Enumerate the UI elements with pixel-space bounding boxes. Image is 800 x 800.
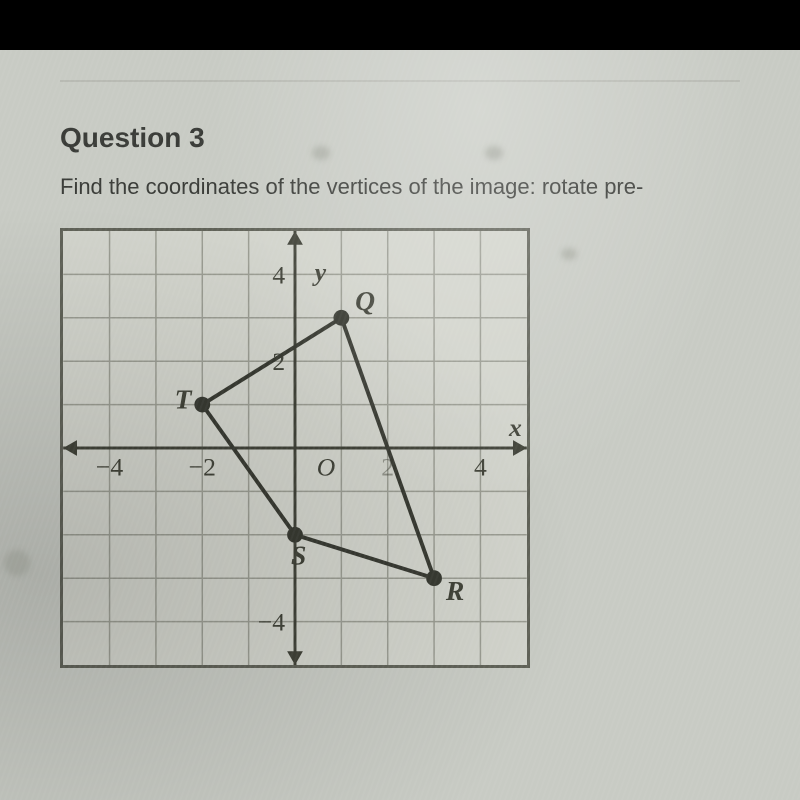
svg-text:4: 4 <box>272 260 285 289</box>
worksheet-page: Question 3 Find the coordinates of the v… <box>0 50 800 800</box>
svg-text:x: x <box>508 413 522 442</box>
top-black-bar <box>0 0 800 50</box>
coordinate-graph: −4−2442−42Oyx QRST <box>60 228 530 668</box>
graph-svg: −4−2442−42Oyx QRST <box>63 231 527 665</box>
svg-text:−4: −4 <box>96 453 123 482</box>
smudge-mark <box>485 146 503 160</box>
smudge-mark <box>561 248 577 260</box>
svg-text:O: O <box>317 453 336 482</box>
svg-text:y: y <box>312 257 327 286</box>
question-prompt: Find the coordinates of the vertices of … <box>60 174 800 200</box>
svg-text:Q: Q <box>355 285 375 316</box>
svg-text:−4: −4 <box>258 607 285 636</box>
svg-text:S: S <box>291 539 306 570</box>
svg-text:−2: −2 <box>189 453 216 482</box>
smudge-mark <box>4 550 30 576</box>
svg-text:R: R <box>445 575 464 606</box>
svg-text:T: T <box>175 384 193 415</box>
section-divider <box>60 80 740 82</box>
question-title: Question 3 <box>60 122 800 154</box>
smudge-mark <box>312 146 330 160</box>
svg-text:4: 4 <box>474 453 487 482</box>
